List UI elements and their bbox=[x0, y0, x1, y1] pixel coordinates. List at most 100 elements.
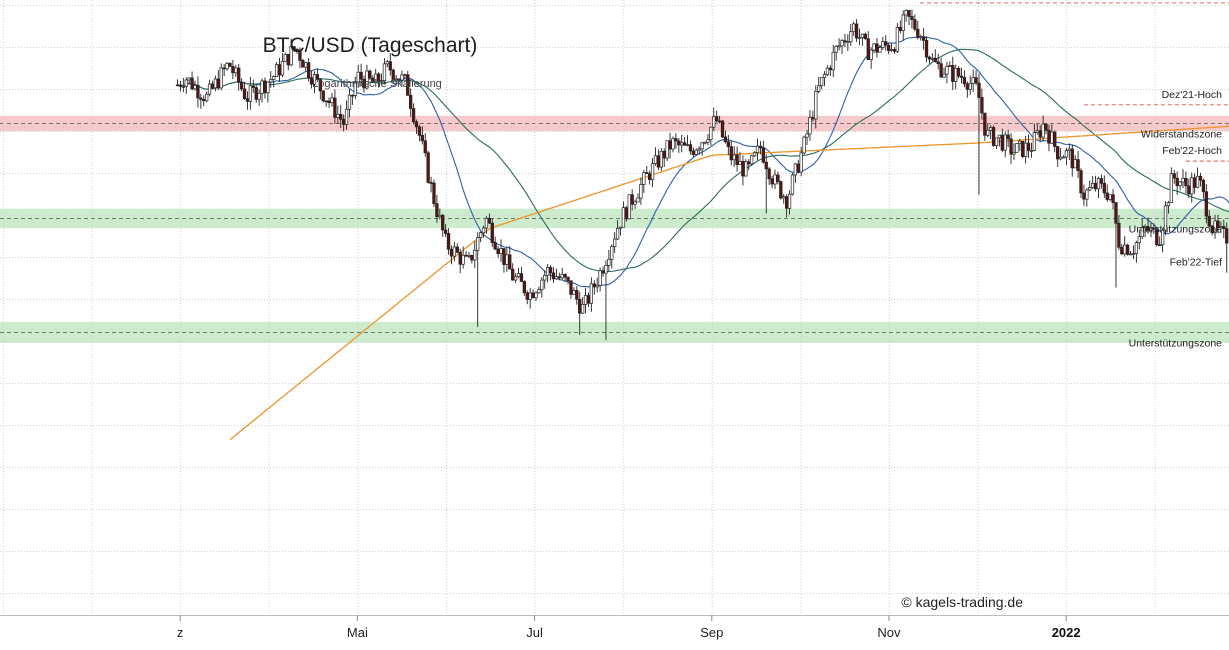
candle-body bbox=[421, 135, 424, 141]
candle-body bbox=[243, 89, 246, 99]
candle-body bbox=[806, 134, 809, 137]
candle-body bbox=[307, 63, 310, 78]
candle-body bbox=[1088, 187, 1091, 190]
candle-body bbox=[485, 218, 488, 228]
candle-body bbox=[523, 281, 526, 292]
candle-body bbox=[549, 267, 552, 272]
candle-body bbox=[855, 24, 858, 38]
candle-body bbox=[514, 277, 517, 280]
candle-body bbox=[433, 183, 436, 204]
candle-body bbox=[200, 98, 203, 99]
candle-body bbox=[689, 145, 692, 151]
candle-body bbox=[864, 34, 867, 39]
candle-body bbox=[663, 151, 666, 158]
candle-body bbox=[882, 42, 885, 48]
candle-body bbox=[529, 293, 532, 299]
candle-body bbox=[552, 273, 555, 279]
candle-body bbox=[616, 228, 619, 239]
candle-body bbox=[634, 202, 637, 204]
candle-body bbox=[1132, 254, 1135, 255]
candle-body bbox=[777, 175, 780, 182]
candle-body bbox=[325, 101, 328, 102]
candle-body bbox=[1001, 135, 1004, 150]
candle-body bbox=[683, 143, 686, 146]
candle-body bbox=[304, 63, 307, 68]
candle-body bbox=[1182, 178, 1185, 182]
candle-body bbox=[511, 269, 514, 280]
candle-body bbox=[211, 84, 214, 88]
candle-body bbox=[546, 267, 549, 275]
candle-body bbox=[934, 58, 937, 62]
candle-body bbox=[473, 250, 476, 260]
candle-body bbox=[780, 182, 783, 198]
candle-body bbox=[739, 161, 742, 164]
candle-body bbox=[1018, 141, 1021, 143]
candle-body bbox=[1199, 176, 1202, 180]
candle-body bbox=[599, 271, 602, 286]
candle-body bbox=[570, 281, 573, 295]
candle-body bbox=[441, 215, 444, 230]
candle-body bbox=[1205, 192, 1208, 216]
candle-body bbox=[494, 243, 497, 249]
candle-body bbox=[631, 195, 634, 205]
candle-body bbox=[1039, 131, 1042, 137]
candle-body bbox=[637, 198, 640, 202]
candle-body bbox=[879, 48, 882, 53]
candle-body bbox=[782, 197, 785, 198]
candle-body bbox=[575, 290, 578, 299]
candle-body bbox=[727, 142, 730, 147]
candle-body bbox=[264, 81, 267, 93]
copyright-notice: © kagels-trading.de bbox=[901, 594, 1023, 610]
candle-body bbox=[1109, 195, 1112, 200]
candle-body bbox=[858, 38, 861, 39]
candle-body bbox=[439, 215, 442, 216]
candle-body bbox=[1185, 178, 1188, 185]
candle-body bbox=[750, 156, 753, 164]
candle-body bbox=[1074, 160, 1077, 168]
x-tick-label: 2022 bbox=[1052, 625, 1081, 640]
candle-body bbox=[1103, 183, 1106, 193]
candle-body bbox=[610, 247, 613, 260]
candle-body bbox=[468, 255, 471, 256]
candle-body bbox=[797, 164, 800, 172]
candle-body bbox=[940, 64, 943, 77]
x-tick-label: Mai bbox=[347, 625, 368, 640]
candle-body bbox=[989, 127, 992, 130]
candle-body bbox=[205, 94, 208, 101]
candle-body bbox=[873, 44, 876, 50]
candle-body bbox=[418, 127, 421, 135]
candle-body bbox=[220, 68, 223, 88]
candle-body bbox=[613, 239, 616, 247]
candle-body bbox=[412, 109, 415, 122]
candle-body bbox=[718, 121, 721, 122]
candle-body bbox=[715, 117, 718, 121]
candle-body bbox=[176, 85, 179, 86]
candle-body bbox=[526, 293, 529, 300]
candle bbox=[791, 173, 794, 196]
candle-body bbox=[812, 118, 815, 119]
candle-body bbox=[543, 275, 546, 280]
candle-body bbox=[226, 63, 229, 68]
candle-body bbox=[902, 15, 905, 31]
level-label-feb22_tief: Feb'22-Tief bbox=[1170, 257, 1222, 269]
candle-body bbox=[669, 141, 672, 149]
candle-body bbox=[724, 137, 727, 142]
candle-body bbox=[267, 82, 270, 93]
candle-body bbox=[849, 32, 852, 42]
candle-body bbox=[619, 227, 622, 228]
candle-body bbox=[453, 247, 456, 256]
candle-body bbox=[1115, 203, 1118, 224]
candle-body bbox=[736, 155, 739, 165]
candle-body bbox=[992, 127, 995, 145]
candle-body bbox=[966, 84, 969, 89]
candle-body bbox=[415, 122, 418, 127]
level-label-feb22_hoch: Feb'22-Hoch bbox=[1162, 145, 1222, 157]
candle-body bbox=[232, 66, 235, 72]
candle-body bbox=[643, 173, 646, 185]
candle-body bbox=[890, 49, 893, 50]
candle-body bbox=[581, 304, 584, 313]
candle-body bbox=[1027, 143, 1030, 150]
candle bbox=[433, 180, 436, 207]
candle-body bbox=[459, 252, 462, 264]
zone-label-widerstandszone: Widerstandszone bbox=[1141, 129, 1222, 141]
